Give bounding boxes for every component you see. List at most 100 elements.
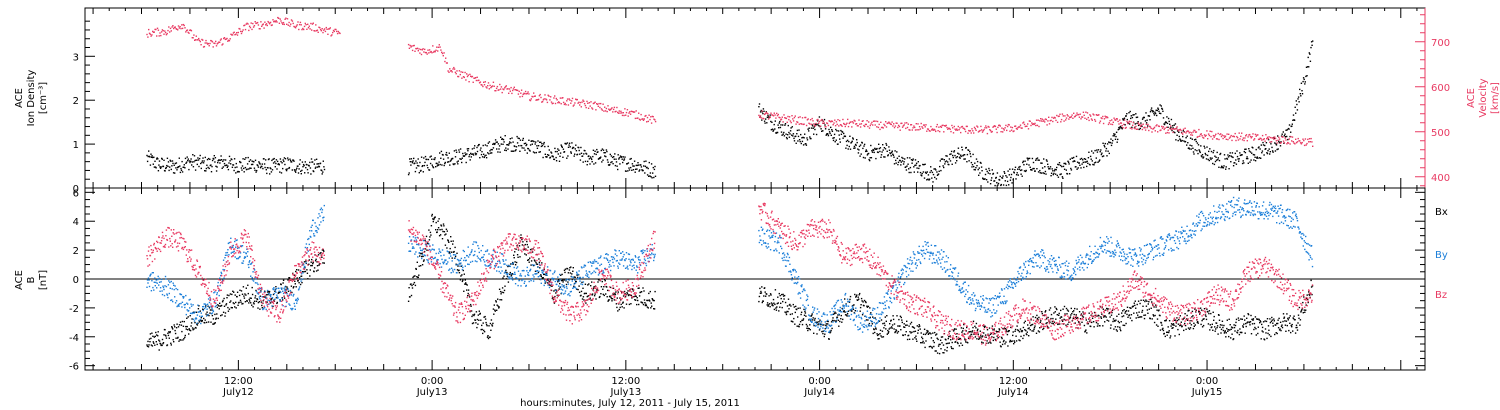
density-series-point [1079,164,1081,166]
velocity-series-point [952,127,954,129]
density-series-point [591,161,593,163]
velocity-series-point [316,29,319,31]
density-series-point [1235,159,1237,161]
density-series-point [1099,159,1101,161]
series-bx-point [580,294,582,297]
velocity-series-point [456,70,458,72]
density-tick-label: 1 [73,140,79,151]
series-bx-point [1075,316,1077,319]
density-series-point [204,156,206,159]
velocity-series-point [631,110,633,113]
series-bx-point [476,326,478,329]
series-bx-point [515,248,517,250]
velocity-series-point [181,27,184,30]
density-series-point [640,166,643,168]
series-bx-point [1240,318,1242,320]
density-series-point [1215,159,1218,161]
series-bx-point [905,331,907,333]
density-series-point [1091,150,1093,152]
series-bx-point [153,336,155,338]
series-bx-point [537,271,540,274]
density-series-point [955,156,957,159]
density-series-point [509,138,511,140]
velocity-series-point [648,114,650,116]
velocity-series-point [411,49,414,52]
density-series-point [643,165,645,167]
density-series-point [1157,108,1160,110]
velocity-series-point [1108,122,1110,124]
series-bx-point [946,350,948,352]
velocity-series-point [1207,138,1209,140]
density-series-point [785,136,788,139]
density-series-point [497,151,499,153]
series-bx-point [854,310,856,312]
velocity-series-point [948,127,951,130]
velocity-series-point [833,122,835,124]
series-bx-point [890,326,893,328]
density-series-point [870,144,872,147]
density-series-point [995,176,997,179]
velocity-series-point [450,70,453,72]
series-bx-point [823,324,825,326]
density-series-point [1072,160,1074,163]
velocity-series-point [537,99,539,101]
density-series-point [1033,167,1035,170]
velocity-series-point [784,117,787,119]
density-series-point [1133,114,1135,116]
density-series-point [252,163,254,166]
series-bx-point [953,329,955,331]
series-bx-point [1013,343,1015,345]
density-series-point [1305,75,1307,78]
density-series-point [900,161,902,163]
velocity-series-point [543,98,545,100]
velocity-series-point [981,129,983,131]
series-bx-point [459,279,462,281]
velocity-series-point [902,125,905,127]
series-bx-point [648,292,650,295]
series-bx-point [1031,330,1033,332]
series-bx-point [422,255,424,258]
velocity-series-point [1072,117,1074,119]
density-series-point [228,155,231,158]
density-series-point [930,170,932,172]
density-series-point [760,109,762,112]
density-series-point [1281,133,1283,135]
velocity-series-point [1309,141,1311,143]
series-bx-point [272,293,275,296]
series-bx-point [617,310,619,312]
velocity-series-point [1112,121,1114,123]
velocity-series-point [885,121,887,123]
density-series-point [766,116,769,118]
density-series-point [247,156,249,159]
series-bx-point [810,319,812,322]
density-series-point [546,156,548,158]
velocity-series-point [792,120,795,122]
density-series-point [430,155,432,157]
series-bx-point [1228,335,1230,338]
series-bx-point [874,331,876,334]
density-series-point [418,165,420,167]
series-bx-point [1157,325,1159,327]
series-bx-point [863,299,866,302]
velocity-series-point [1191,134,1194,136]
series-bx-point [218,305,220,307]
density-series-point [1200,155,1203,157]
series-bx-point [600,286,603,288]
density-series-point [932,181,934,183]
density-series-point [580,146,582,149]
density-series-point [943,159,945,161]
density-series-point [762,108,765,110]
velocity-series-point [513,86,515,88]
velocity-series-point [1176,126,1178,128]
series-bx-point [563,269,566,271]
velocity-series-point [425,51,428,54]
velocity-series-point [323,28,326,30]
series-bx-point [1016,325,1018,327]
velocity-series-point [487,82,490,84]
velocity-series-point [1282,140,1285,142]
velocity-series-point [302,27,304,30]
velocity-series-point [654,120,657,123]
velocity-series-point [276,21,278,23]
density-series-point [262,167,264,170]
series-bx-point [825,323,827,325]
